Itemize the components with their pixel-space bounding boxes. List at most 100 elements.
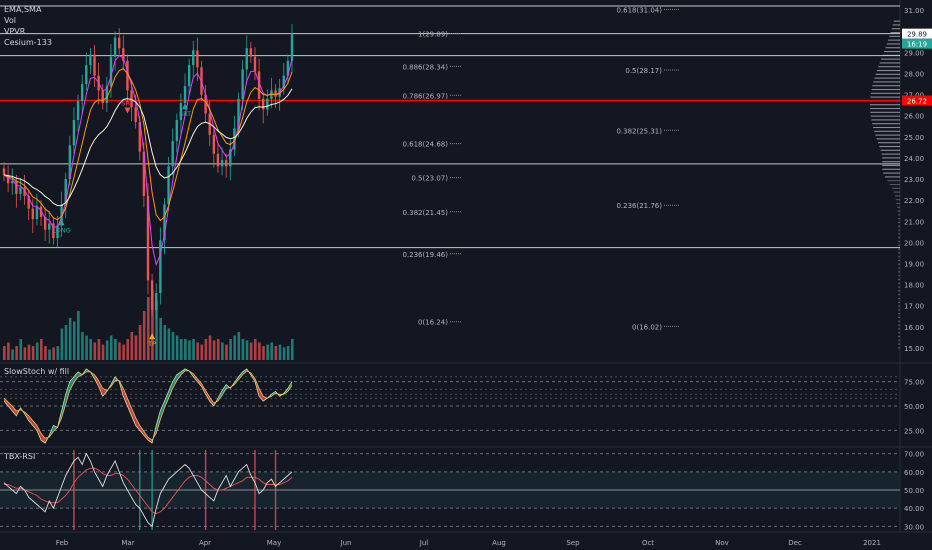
fib-level-label: 0.886(28.34) <box>402 63 448 71</box>
signal-marker <box>182 103 189 110</box>
volume-bar <box>109 335 113 360</box>
price-tick-label: 25.00 <box>904 134 924 142</box>
vpvr-bar <box>873 81 900 83</box>
volume-bar <box>266 344 269 360</box>
volume-bar <box>64 325 68 360</box>
candle-body <box>241 69 244 99</box>
volume-bar <box>27 344 31 360</box>
candle-body <box>262 98 265 110</box>
legend-item-vpvr[interactable]: VPVR <box>4 27 26 36</box>
volume-bar <box>101 344 105 360</box>
candle-body <box>290 33 294 61</box>
stoch-pane-title[interactable]: SlowStoch w/ fill <box>4 367 70 376</box>
volume-bar <box>258 342 261 360</box>
vpvr-bar <box>898 259 900 262</box>
candle-body <box>212 134 216 154</box>
vpvr-bar <box>898 237 900 239</box>
vpvr-bar <box>898 343 900 345</box>
rsi-line <box>3 452 293 528</box>
vpvr-bar <box>882 161 900 163</box>
legend-item-cesium[interactable]: Cesium-133 <box>4 38 52 47</box>
volume-bar <box>184 339 187 360</box>
candle-body <box>257 71 261 99</box>
rsi-pane-title[interactable]: TBX-RSI <box>4 452 36 461</box>
time-axis-label: Oct <box>642 539 654 547</box>
candle-body <box>56 225 59 239</box>
fib-level-label: 0.236(19.46) <box>402 251 448 259</box>
volume-bar <box>93 342 97 360</box>
vpvr-bar <box>898 339 900 341</box>
fib-level-label: 0.236(21.76) <box>616 202 662 210</box>
price-tick-label: 17.00 <box>904 303 924 311</box>
candle-body <box>105 86 109 104</box>
volume-bar <box>142 311 146 360</box>
vpvr-bar <box>884 176 900 178</box>
candle-body <box>229 149 232 167</box>
stoch-fill-segment <box>78 371 83 377</box>
volume-bar <box>52 347 55 360</box>
vpvr-bar <box>896 202 900 205</box>
rsi-tick-label: 50.00 <box>904 487 924 495</box>
volume-bar <box>11 349 14 360</box>
volume-bar <box>212 340 216 360</box>
volume-bar <box>19 339 23 360</box>
vpvr-bar <box>878 66 900 68</box>
stoch-fill-segment <box>143 431 148 441</box>
candle-body <box>23 187 26 196</box>
candle-body <box>19 187 22 194</box>
legend-item-ema-sma[interactable]: EMA,SMA <box>4 5 42 14</box>
vpvr-bar <box>898 320 900 322</box>
vpvr-bar <box>898 244 900 246</box>
legend-item-vol[interactable]: Vol <box>4 16 16 25</box>
stoch-tick-label: 75.00 <box>904 379 924 387</box>
stoch-fill-segment <box>32 420 37 431</box>
stoch-fill-segment <box>65 381 70 405</box>
stoch-tick-label: 50.00 <box>904 403 924 411</box>
volume-bar <box>23 347 27 360</box>
candle-body <box>52 223 55 239</box>
vpvr-bar <box>876 69 900 72</box>
time-axis-label: Sep <box>566 539 580 547</box>
volume-bar <box>147 297 150 360</box>
candle-body <box>245 48 248 70</box>
vpvr-bar <box>870 115 900 117</box>
vpvr-bar <box>898 294 900 296</box>
candle-body <box>15 181 18 194</box>
candle-body <box>204 94 207 114</box>
candle-body <box>31 208 34 220</box>
candle-body <box>60 204 63 226</box>
volume-bar <box>81 332 84 360</box>
volume-bar <box>291 339 294 360</box>
stoch-fill-segment <box>160 401 165 420</box>
chart-legend: EMA,SMA Vol VPVR Cesium-133 <box>4 4 52 48</box>
vpvr-bar <box>876 138 900 140</box>
candle-body <box>11 181 14 184</box>
vpvr-bar <box>898 278 900 281</box>
price-tick-label: 29.00 <box>904 49 924 57</box>
time-axis-label: May <box>267 539 281 547</box>
time-axis-label: Dec <box>788 539 802 547</box>
candle-body <box>253 56 257 72</box>
vpvr-bar <box>898 347 900 349</box>
candle-body <box>126 60 129 91</box>
vpvr-bar <box>880 149 900 151</box>
volume-bar <box>282 347 286 360</box>
price-tick-label: 15.00 <box>904 345 924 353</box>
price-tick-label: 21.00 <box>904 218 924 226</box>
candle-body <box>183 86 187 104</box>
candle-body <box>142 151 146 196</box>
fib-level-label: 1(29.89) <box>418 31 448 39</box>
price-tick-label: 16.00 <box>904 324 924 332</box>
volume-bar <box>229 339 232 360</box>
vpvr-bar <box>894 195 900 197</box>
vpvr-bar <box>874 130 900 132</box>
candle-body <box>43 217 47 230</box>
volume-bar <box>126 339 130 360</box>
vpvr-bar <box>885 47 900 49</box>
volume-bar <box>270 342 274 360</box>
candle-body <box>216 153 220 167</box>
candle-body <box>196 50 199 68</box>
time-axis-label: Nov <box>715 539 729 547</box>
vpvr-bar <box>889 35 900 37</box>
